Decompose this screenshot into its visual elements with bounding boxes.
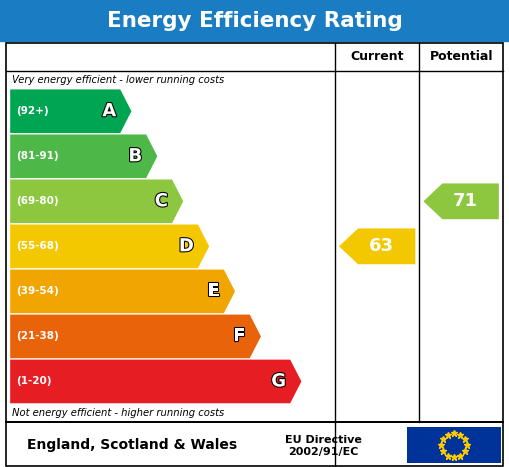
Polygon shape (10, 225, 209, 268)
Text: D: D (179, 237, 194, 255)
Text: G: G (271, 373, 286, 390)
Text: B: B (128, 147, 142, 165)
Polygon shape (10, 134, 157, 178)
Polygon shape (10, 269, 235, 313)
Text: 63: 63 (369, 237, 393, 255)
Text: F: F (234, 327, 246, 346)
Text: EU Directive: EU Directive (285, 435, 362, 445)
Polygon shape (10, 89, 131, 133)
Bar (407, 427, 501, 463)
Text: C: C (155, 192, 168, 210)
Text: Not energy efficient - higher running costs: Not energy efficient - higher running co… (12, 408, 224, 418)
Text: (69-80): (69-80) (16, 196, 59, 206)
Polygon shape (339, 228, 415, 264)
Text: England, Scotland & Wales: England, Scotland & Wales (27, 439, 237, 452)
Text: Potential: Potential (430, 50, 493, 64)
Text: E: E (208, 283, 220, 300)
Text: (1-20): (1-20) (16, 376, 52, 386)
Bar (6, 422, 503, 466)
Text: Current: Current (350, 50, 404, 64)
Text: (55-68): (55-68) (16, 241, 59, 251)
Polygon shape (10, 179, 183, 223)
Bar (6, 43, 503, 422)
Text: (21-38): (21-38) (16, 332, 59, 341)
Polygon shape (423, 184, 499, 219)
Text: (81-91): (81-91) (16, 151, 59, 161)
Bar (0, 0, 509, 41)
Text: Energy Efficiency Rating: Energy Efficiency Rating (106, 11, 403, 30)
Text: 2002/91/EC: 2002/91/EC (288, 447, 358, 457)
Text: 71: 71 (453, 192, 477, 210)
Polygon shape (10, 360, 301, 403)
Text: A: A (102, 102, 116, 120)
Text: (92+): (92+) (16, 106, 49, 116)
Text: (39-54): (39-54) (16, 286, 59, 297)
Polygon shape (10, 315, 261, 358)
Text: Very energy efficient - lower running costs: Very energy efficient - lower running co… (12, 75, 224, 85)
